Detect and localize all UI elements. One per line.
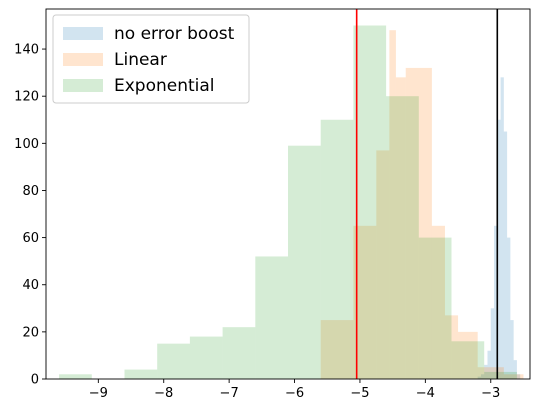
histogram-bar [59, 374, 92, 379]
legend-swatch [63, 79, 103, 92]
histogram-bar [484, 371, 517, 379]
histogram-bar [320, 320, 354, 379]
legend-swatch [63, 27, 103, 40]
series-exponential [59, 25, 517, 379]
histogram-bar [405, 67, 432, 379]
legend-swatch [63, 53, 103, 66]
histogram-bar [516, 374, 521, 379]
y-tick-label: 0 [31, 373, 39, 388]
histogram-bar [222, 327, 256, 379]
histogram-bar [376, 150, 390, 379]
histogram-bar [189, 336, 223, 379]
y-tick-label: 60 [22, 231, 39, 246]
histogram-bar [487, 350, 491, 379]
series-no-error-boost [477, 77, 521, 380]
legend-label: Exponential [114, 76, 215, 96]
histogram-bar [503, 131, 508, 379]
histogram-bar [389, 30, 396, 379]
histogram-bar [444, 315, 459, 379]
histogram-bar [386, 96, 419, 379]
x-tick-label: −4 [416, 386, 435, 401]
histogram-bar [497, 119, 501, 379]
histogram-bar [477, 376, 481, 379]
histogram-bar [480, 374, 485, 379]
vertical-lines-layer [355, 9, 499, 379]
histogram-bar [353, 25, 387, 379]
histogram-bar [451, 341, 485, 379]
x-tick-label: −9 [89, 386, 108, 401]
histogram-bar [513, 360, 517, 379]
y-tick-label: 100 [14, 137, 39, 152]
legend: no error boost Linear Exponential [52, 14, 250, 104]
histogram-bar [418, 237, 452, 379]
y-tick-label: 20 [22, 325, 39, 340]
histogram-bar [395, 77, 406, 380]
histogram-bar [157, 343, 190, 379]
legend-frame [52, 14, 250, 104]
x-tick-label: −5 [350, 386, 369, 401]
plot-frame [45, 8, 531, 380]
y-tick-label: 140 [14, 43, 39, 58]
histogram-bar [510, 320, 514, 379]
y-tick-label: 40 [22, 278, 39, 293]
histogram-bar [507, 237, 511, 379]
histogram-bar [503, 374, 524, 379]
legend-label: no error boost [114, 24, 235, 44]
histogram-bar [477, 367, 504, 379]
histogram-bar [288, 145, 321, 379]
x-tick-label: −6 [285, 386, 304, 401]
series-linear [320, 30, 524, 380]
histogram-bar [500, 77, 504, 380]
histogram-bar [431, 225, 445, 379]
histogram-bar [353, 225, 377, 379]
x-tick-label: −7 [220, 386, 239, 401]
x-tick-label: −3 [481, 386, 500, 401]
histogram-bar [255, 256, 288, 379]
histogram-bar [124, 369, 158, 379]
y-tick-label: 120 [14, 90, 39, 105]
histogram-bar [484, 364, 488, 379]
histogram-bar [458, 331, 478, 379]
legend-label: Linear [114, 50, 167, 70]
histogram-bar [320, 119, 354, 379]
histogram-bar [494, 225, 498, 379]
y-tick-label: 80 [22, 184, 39, 199]
axes-layer: −9 −8 −7 −6 −5 −4 −3 0 20 40 60 80 100 120 140 [14, 8, 531, 401]
histogram-bar [490, 308, 495, 379]
x-tick-label: −8 [154, 386, 173, 401]
bars-layer [59, 25, 524, 380]
